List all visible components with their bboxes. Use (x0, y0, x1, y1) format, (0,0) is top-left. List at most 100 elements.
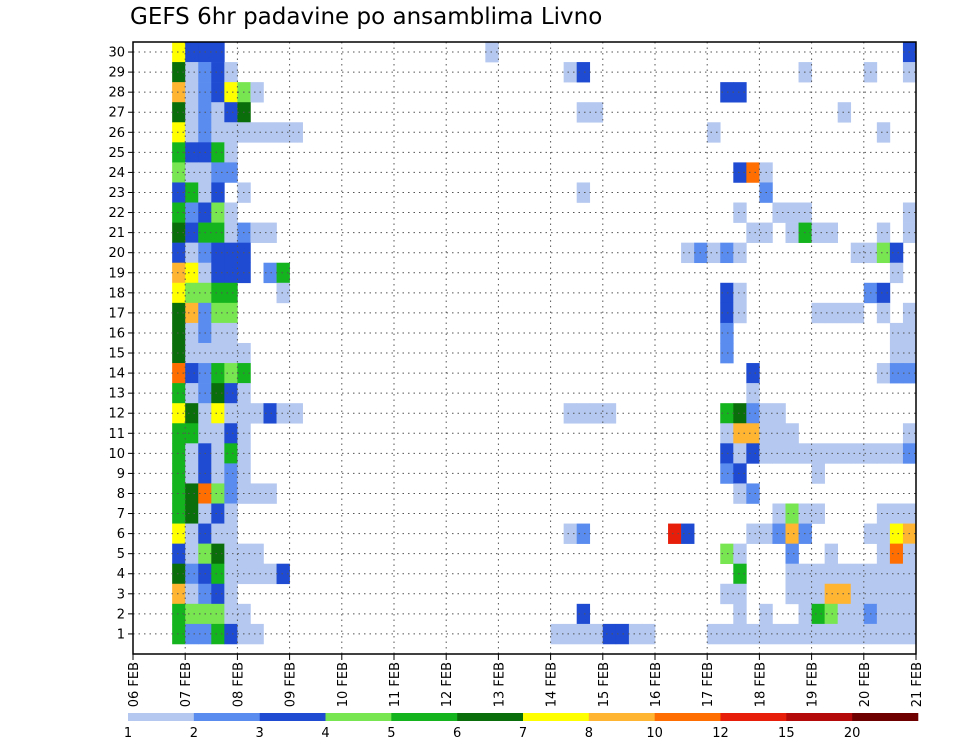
x-tick-label: 11 FEB (388, 662, 403, 707)
heatmap-cell (889, 262, 904, 284)
colorbar-swatch (654, 713, 721, 721)
heatmap-cell (720, 443, 734, 464)
heatmap-cell (211, 623, 225, 645)
heatmap-cell (250, 543, 264, 565)
x-tick-label: 16 FEB (649, 662, 664, 707)
plot-frame (132, 41, 917, 655)
heatmap-cell (628, 623, 643, 645)
heatmap-cell (733, 162, 747, 183)
heatmap-cell (289, 403, 303, 424)
heatmap-cell (811, 603, 825, 625)
heatmap-cell (837, 603, 852, 625)
heatmap-cell (837, 583, 852, 605)
heatmap-cell (185, 262, 199, 284)
colorbar-label: 20 (844, 726, 861, 741)
colorbar-swatch (259, 713, 326, 721)
y-tick-label: 15 (108, 347, 125, 362)
heatmap-cell (889, 322, 904, 344)
heatmap-cell (772, 503, 786, 524)
heatmap-cell (211, 62, 225, 83)
heatmap-cell (224, 302, 238, 324)
colorbar-swatch (391, 713, 458, 721)
heatmap-cell (172, 282, 186, 304)
colorbar-label: 10 (646, 726, 663, 741)
heatmap-cell (224, 242, 238, 264)
heatmap-cell (563, 403, 577, 424)
heatmap-cell (720, 623, 734, 645)
heatmap-cell (185, 342, 199, 364)
heatmap-cell (889, 242, 904, 264)
heatmap-cell (889, 503, 904, 524)
heatmap-cell (576, 182, 591, 203)
heatmap-cell (211, 583, 225, 605)
heatmap-cell (185, 383, 199, 404)
heatmap-cell (746, 483, 760, 504)
colorbar-swatch (193, 713, 260, 721)
heatmap-cell (172, 262, 186, 284)
heatmap-cell (824, 222, 838, 243)
heatmap-cell (289, 122, 303, 143)
heatmap-cell (185, 302, 199, 324)
heatmap-cell (172, 583, 186, 605)
heatmap-cell (876, 242, 891, 264)
heatmap-cell (224, 483, 238, 504)
heatmap-cell (889, 623, 904, 645)
x-tick-label: 09 FEB (284, 662, 299, 707)
heatmap-cell (263, 262, 277, 284)
y-tick-label: 16 (108, 326, 125, 341)
heatmap-cell (185, 623, 199, 645)
heatmap-cell (889, 523, 904, 544)
heatmap-cell (733, 202, 747, 223)
x-axis: 06 FEB 07 FEB 08 FEB 09 FEB 10 FEB 11 FEB 12 F… (127, 654, 925, 707)
heatmap-cell (185, 62, 199, 83)
heatmap-cell (707, 242, 721, 264)
y-tick-label: 2 (117, 607, 125, 622)
heatmap-cell (733, 423, 747, 444)
heatmap-cell (185, 443, 199, 464)
heatmap-cell (785, 523, 799, 544)
heatmap-cell (211, 463, 225, 484)
heatmap-cell (224, 162, 238, 183)
colorbar-label: 7 (519, 726, 527, 741)
y-tick-label: 17 (108, 306, 125, 321)
heatmap-cell (889, 342, 904, 364)
heatmap-cell (263, 483, 277, 504)
heatmap-cell (211, 242, 225, 264)
heatmap-cell (224, 543, 238, 565)
heatmap-cell (211, 322, 225, 344)
heatmap-cell (224, 322, 238, 344)
colorbar-label: 12 (712, 726, 729, 741)
heatmap-cell (811, 443, 825, 464)
colorbar-label: 2 (190, 726, 198, 741)
heatmap-cell (172, 122, 186, 143)
heatmap-cell (824, 302, 838, 324)
heatmap-cell (720, 463, 734, 484)
y-tick-label: 1 (117, 627, 125, 642)
heatmap-cell (211, 342, 225, 364)
heatmap-cell (746, 383, 760, 404)
heatmap-cell (185, 363, 199, 384)
heatmap-cell (681, 242, 695, 264)
x-tick-label: 12 FEB (440, 662, 455, 707)
heatmap-cell (172, 82, 186, 103)
heatmap-cell (172, 463, 186, 484)
heatmap-cell (733, 483, 747, 504)
heatmap-cell (811, 563, 825, 585)
heatmap-cell (746, 403, 760, 424)
y-tick-label: 25 (108, 146, 125, 161)
heatmap-cell (224, 62, 238, 83)
y-tick-label: 7 (117, 507, 125, 522)
heatmap-cell (172, 302, 186, 324)
heatmap-cell (876, 503, 891, 524)
heatmap-cell (576, 403, 591, 424)
heatmap-cell (224, 523, 238, 544)
heatmap-cell (250, 623, 264, 645)
y-tick-label: 20 (108, 246, 125, 261)
heatmap-cell (576, 603, 591, 625)
heatmap-cell (224, 222, 238, 243)
heatmap-cell (772, 443, 786, 464)
heatmap-cell (172, 383, 186, 404)
heatmap-cell (224, 463, 238, 484)
heatmap-cell (172, 503, 186, 524)
heatmap-cell (889, 443, 904, 464)
